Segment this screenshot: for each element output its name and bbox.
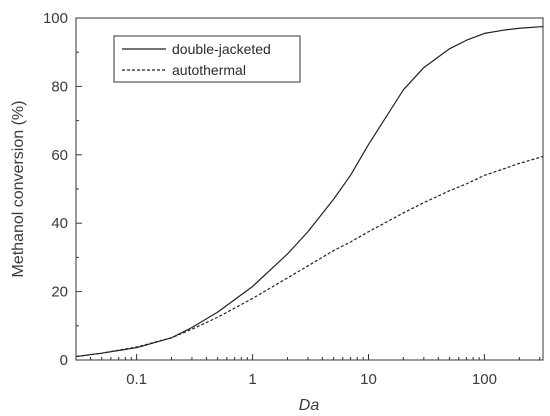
legend: double-jacketed autothermal xyxy=(113,35,301,83)
y-tick-label: 80 xyxy=(51,78,68,95)
y-tick-label: 0 xyxy=(60,352,68,369)
x-tick-label: 10 xyxy=(360,371,377,388)
y-tick-label: 60 xyxy=(51,147,68,164)
y-tick-label: 40 xyxy=(51,215,68,232)
x-tick-label: 1 xyxy=(248,371,256,388)
legend-label-autothermal: autothermal xyxy=(172,62,246,78)
y-axis-title: Methanol conversion (%) xyxy=(10,101,27,278)
legend-label-double-jacketed: double-jacketed xyxy=(172,41,271,57)
x-axis-title: Da xyxy=(299,397,320,414)
series-layer xyxy=(75,25,544,358)
legend-box xyxy=(113,35,301,83)
x-tick-label: 0.1 xyxy=(126,371,147,388)
tick-labels: 0 20 40 60 80 100 0.1 1 10 100 xyxy=(43,10,497,388)
axis-ticks xyxy=(75,17,541,361)
y-tick-label: 20 xyxy=(51,284,68,301)
x-tick-label: 100 xyxy=(472,371,497,388)
series-line-autothermal xyxy=(75,155,544,358)
y-tick-label: 100 xyxy=(43,10,68,27)
